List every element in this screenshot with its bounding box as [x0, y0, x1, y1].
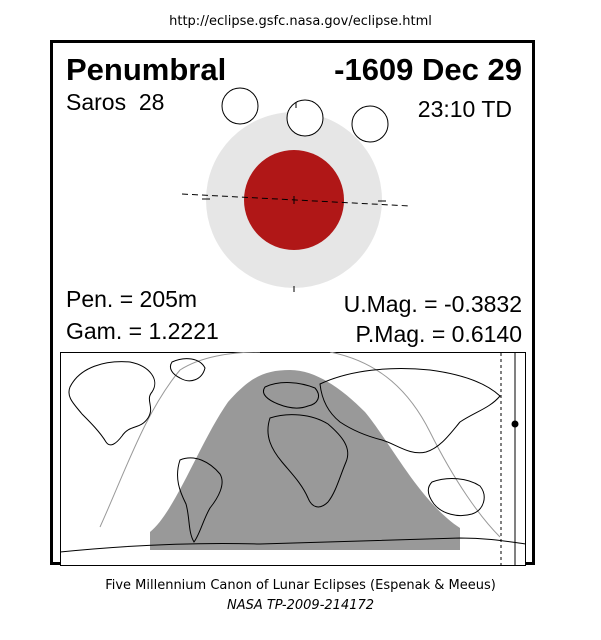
gamma-value: Gam. = 1.2221 [66, 318, 219, 344]
moon-zenith-point [511, 420, 519, 428]
visibility-region [150, 370, 460, 550]
eclipse-date: -1609 Dec 29 [334, 52, 522, 87]
moon-greatest-eclipse [286, 99, 324, 137]
moon-path [181, 193, 411, 207]
eclipse-time: 23:10 TD [417, 96, 512, 122]
penumbral-magnitude: P.Mag. = 0.6140 [355, 321, 522, 347]
umbral-magnitude: U.Mag. = -0.3832 [343, 291, 522, 317]
source-url[interactable]: http://eclipse.gsfc.nasa.gov/eclipse.htm… [169, 14, 432, 29]
continent-south-america [177, 457, 223, 543]
continent-asia [319, 368, 501, 454]
continent-antarctica [60, 537, 526, 553]
saros-number: Saros 28 [66, 89, 165, 115]
credit-publication: NASA TP-2009-214172 [226, 598, 375, 613]
continent-north-america [68, 361, 156, 446]
visibility-limit-west [99, 352, 261, 528]
world-visibility-map [60, 352, 526, 566]
continent-europe [263, 382, 319, 409]
eclipse-type: Penumbral [66, 52, 227, 87]
moon-last-contact [351, 105, 389, 143]
continent-greenland [169, 358, 206, 382]
eclipse-geometry-diagram [181, 87, 411, 292]
visibility-limit-east [329, 352, 501, 538]
credit-canon: Five Millennium Canon of Lunar Eclipses … [105, 578, 496, 593]
continent-australia [427, 478, 485, 517]
moon-first-contact [221, 87, 259, 125]
continent-africa [267, 414, 349, 508]
penumbral-duration: Pen. = 205m [66, 286, 198, 312]
